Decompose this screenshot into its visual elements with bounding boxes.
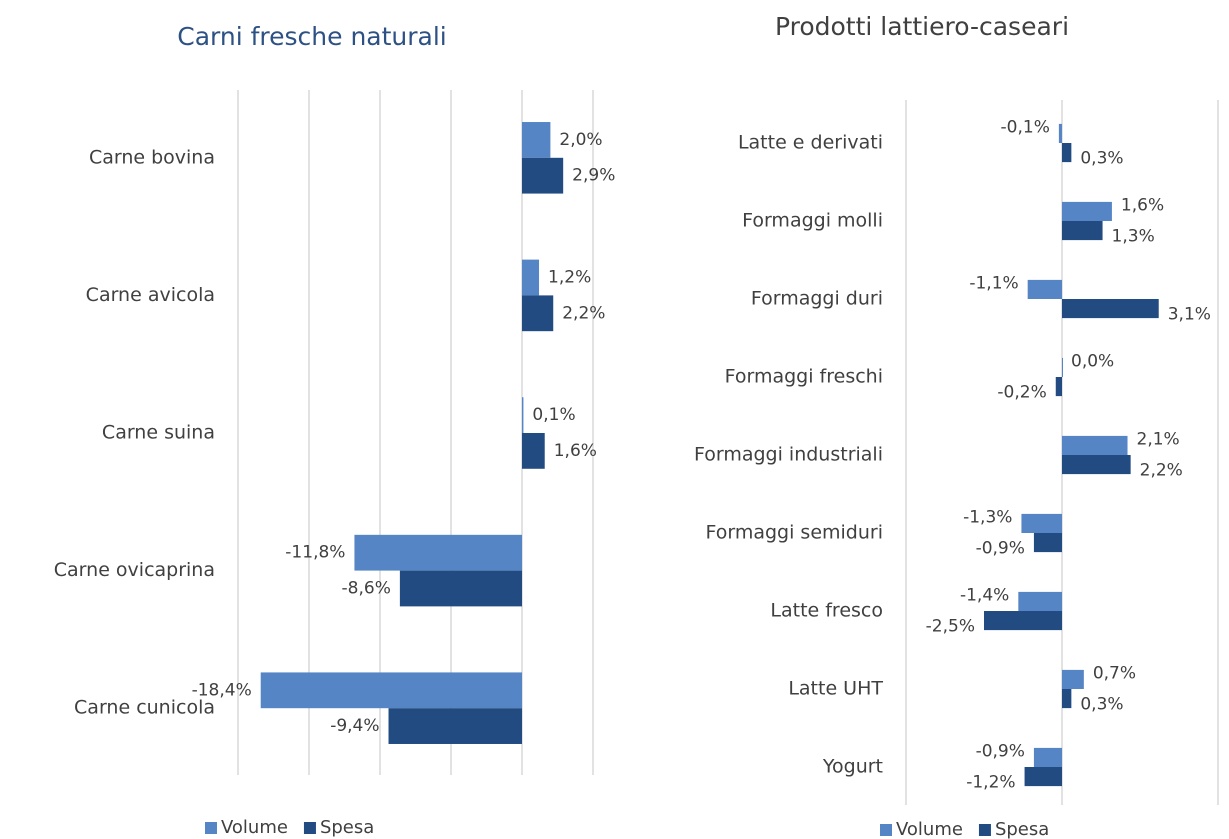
value-label: 1,3%	[1112, 227, 1155, 247]
chart-title: Carni fresche naturali	[177, 22, 447, 51]
category-label: Yogurt	[822, 756, 883, 778]
bar	[1062, 357, 1063, 377]
bar	[984, 611, 1062, 631]
bar	[1024, 767, 1062, 787]
category-label: Latte UHT	[788, 678, 883, 700]
value-label: -0,2%	[997, 383, 1046, 403]
value-label: -1,1%	[969, 273, 1018, 293]
value-label: 0,3%	[1080, 695, 1123, 715]
bar	[1062, 221, 1103, 241]
category-label: Formaggi semiduri	[705, 522, 883, 544]
category-label: Formaggi industriali	[694, 444, 883, 466]
bar	[1062, 669, 1084, 689]
category-label: Formaggi molli	[742, 210, 883, 232]
category-label: Carne avicola	[86, 284, 215, 306]
value-label: -9,4%	[330, 716, 379, 736]
value-label: 2,2%	[1140, 461, 1183, 481]
bar	[1018, 591, 1062, 611]
category-label: Latte fresco	[770, 600, 883, 622]
value-label: 0,0%	[1071, 351, 1114, 371]
legend-swatch	[880, 824, 892, 836]
value-label: 2,2%	[562, 303, 605, 323]
legend-label: Spesa	[995, 819, 1049, 839]
bar	[522, 295, 554, 332]
value-label: 0,1%	[532, 405, 575, 425]
value-label: -2,5%	[926, 617, 975, 637]
category-label: Carne bovina	[89, 146, 215, 168]
bar	[1027, 279, 1062, 299]
bar	[260, 672, 522, 709]
value-label: 3,1%	[1168, 305, 1211, 325]
value-label: 1,6%	[554, 441, 597, 461]
category-label: Latte e derivati	[738, 132, 883, 154]
legend-label: Volume	[221, 817, 288, 838]
value-label: -0,9%	[976, 741, 1025, 761]
bar	[388, 708, 522, 744]
category-label: Carne ovicaprina	[54, 559, 215, 581]
bar	[399, 570, 522, 607]
value-label: -0,9%	[976, 539, 1025, 559]
legend-label: Spesa	[320, 817, 374, 838]
bar	[522, 157, 564, 194]
category-label: Formaggi freschi	[725, 366, 883, 388]
value-label: 2,0%	[559, 130, 602, 150]
bar	[1021, 513, 1062, 533]
bar	[1033, 747, 1062, 767]
value-label: 2,1%	[1137, 429, 1180, 449]
bar	[522, 259, 540, 296]
bar	[1062, 689, 1072, 709]
bar	[1033, 533, 1062, 553]
bar	[522, 122, 551, 158]
value-label: -11,8%	[285, 543, 345, 563]
category-label: Formaggi duri	[751, 288, 883, 310]
value-label: -1,3%	[963, 507, 1012, 527]
legend-label: Volume	[896, 819, 963, 839]
value-label: -8,6%	[342, 578, 391, 598]
value-label: 0,3%	[1080, 149, 1123, 169]
bar	[1062, 435, 1128, 455]
value-label: 1,6%	[1121, 195, 1164, 215]
bar	[1058, 123, 1062, 143]
chart-title: Prodotti lattiero-caseari	[775, 12, 1069, 41]
legend-swatch	[205, 822, 217, 834]
bar	[1062, 143, 1072, 163]
value-label: 1,2%	[548, 268, 591, 288]
bar	[1062, 299, 1159, 319]
value-label: -1,4%	[960, 585, 1009, 605]
value-label: -1,2%	[966, 773, 1015, 793]
value-label: 2,9%	[572, 166, 615, 186]
bar	[1062, 455, 1131, 475]
bar	[1062, 201, 1112, 221]
value-label: -0,1%	[1001, 117, 1050, 137]
value-label: 0,7%	[1093, 663, 1136, 683]
bar	[354, 534, 522, 571]
legend-swatch	[303, 822, 316, 834]
bar	[522, 433, 545, 469]
bar	[522, 397, 524, 433]
category-label: Carne suina	[102, 422, 215, 444]
bar	[1055, 377, 1062, 397]
legend-swatch	[978, 824, 991, 836]
value-label: -18,4%	[192, 680, 252, 700]
category-label: Carne cunicola	[74, 697, 215, 719]
